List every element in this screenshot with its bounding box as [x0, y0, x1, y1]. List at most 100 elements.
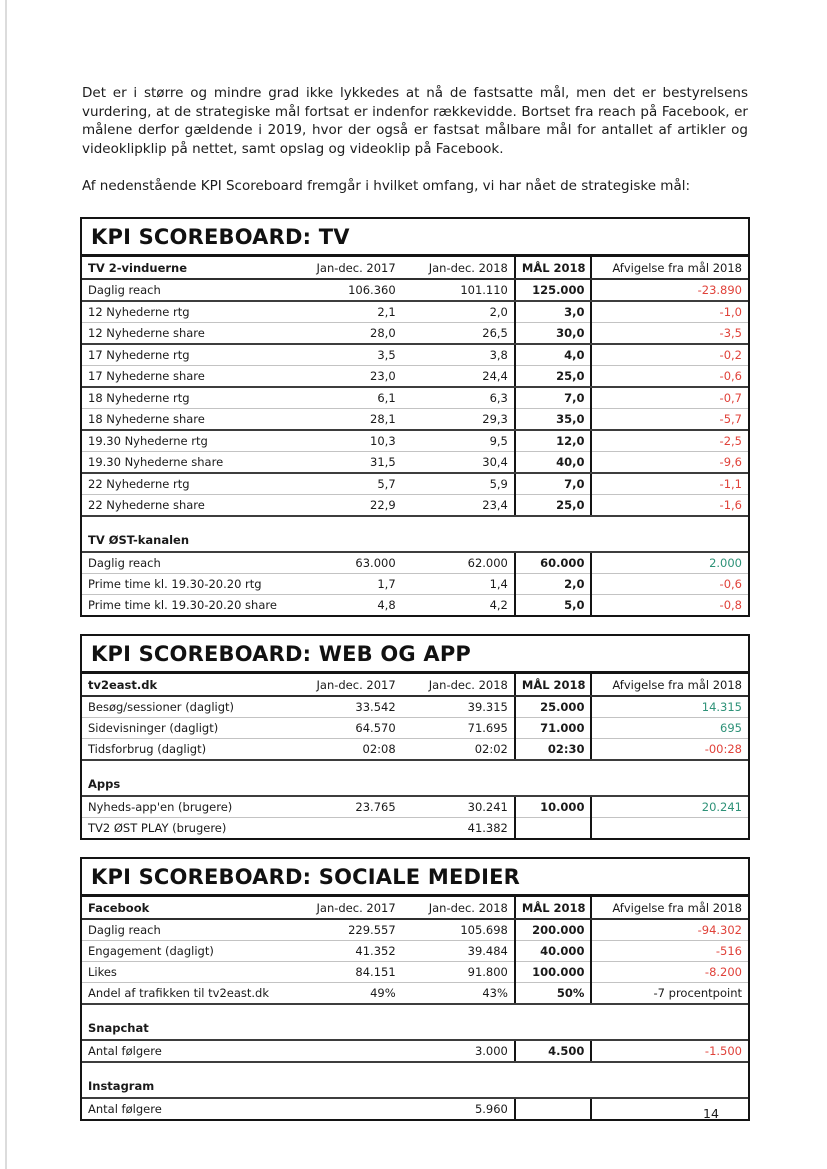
section-subhead-row: TV ØST-kanalen	[82, 528, 748, 553]
row-label: Besøg/sessioner (dagligt)	[82, 695, 302, 718]
table-row: 18 Nyhederne rtg 6,1 6,3 7,0 -0,7	[82, 386, 748, 409]
table-row: 22 Nyhederne share 22,9 23,4 25,0 -1,6	[82, 494, 748, 517]
deviation-value: -1,1	[591, 472, 748, 495]
value-2017: 229.557	[301, 918, 402, 941]
row-label: Andel af trafikken til tv2east.dk	[82, 982, 302, 1005]
deviation-value: -1.500	[591, 1039, 748, 1063]
table-row: 12 Nyhederne rtg 2,1 2,0 3,0 -1,0	[82, 300, 748, 323]
goal-value: 12,0	[513, 429, 593, 452]
deviation-value	[591, 817, 748, 838]
spacer-row	[82, 516, 748, 529]
value-2018: 5,9	[401, 472, 515, 495]
value-2017: 5,7	[301, 472, 402, 495]
value-2018: 62.000	[401, 551, 515, 574]
table-row: Andel af trafikken til tv2east.dk 49% 43% 5…	[82, 982, 748, 1005]
row-label: 12 Nyhederne rtg	[82, 300, 302, 323]
table-row: Prime time kl. 19.30-20.20 share 4,8 4,2 5,…	[82, 594, 748, 615]
column-header-deviation: Afvigelse fra mål 2018	[591, 673, 748, 697]
deviation-value: 14.315	[591, 695, 748, 718]
row-label: Engagement (dagligt)	[82, 940, 302, 962]
row-label: Sidevisninger (dagligt)	[82, 717, 302, 739]
value-2017: 6,1	[301, 386, 402, 409]
value-2017: 10,3	[301, 429, 402, 452]
row-label: 12 Nyhederne share	[82, 322, 302, 345]
intro-paragraph: Det er i større og mindre grad ikke lykk…	[82, 85, 748, 157]
value-2017: 49%	[301, 982, 402, 1005]
goal-value: 25,0	[513, 494, 593, 517]
kpi-table-social-media: KPI SCOREBOARD: SOCIALE MEDIER Facebook …	[80, 856, 750, 1121]
column-header-deviation: Afvigelse fra mål 2018	[591, 896, 748, 920]
value-2018: 4,2	[489, 597, 508, 612]
deviation-value: -516	[591, 940, 748, 962]
table-row: 17 Nyhederne rtg 3,5 3,8 4,0 -0,2	[82, 343, 748, 366]
goal-value: 50%	[513, 982, 593, 1005]
section-subhead: TV ØST-kanalen	[82, 528, 748, 553]
deviation-value: -0,8	[719, 597, 742, 612]
spacer-row	[82, 1062, 748, 1075]
deviation-value: -2,5	[591, 429, 748, 452]
goal-value: 35,0	[513, 408, 593, 431]
deviation-value: -23.890	[591, 278, 748, 302]
deviation-value: -94.302	[591, 918, 748, 941]
row-label: Prime time kl. 19.30-20.20 share	[88, 597, 277, 612]
value-2017: 23.765	[301, 795, 402, 818]
deviation-value: -0,6	[591, 573, 748, 595]
deviation-value: 695	[591, 717, 748, 739]
row-label: Tidsforbrug (dagligt)	[82, 738, 302, 761]
column-header-2017: Jan-dec. 2017	[301, 673, 402, 697]
row-label: Nyheds-app'en (brugere)	[82, 795, 302, 818]
row-label: Antal følgere	[82, 1039, 302, 1063]
value-2018: 30,4	[401, 451, 515, 474]
deviation-value: 2.000	[591, 551, 748, 574]
row-label: 17 Nyhederne share	[82, 365, 302, 388]
value-2017: 84.151	[301, 961, 402, 983]
table-row: Tidsforbrug (dagligt) 02:08 02:02 02:30 -00:…	[82, 738, 748, 761]
spacer-cell	[82, 516, 748, 529]
column-header-2018: Jan-dec. 2018	[401, 256, 515, 280]
deviation-value: -0,2	[591, 343, 748, 366]
table-title: KPI SCOREBOARD: WEB OG APP	[82, 636, 748, 674]
goal-value	[513, 1097, 593, 1119]
table-row: TV2 ØST PLAY (brugere) 41.382	[82, 817, 748, 838]
kpi-table-tv: KPI SCOREBOARD: TV TV 2-vinduerne Jan-de…	[80, 216, 750, 617]
value-2017: 106.360	[301, 278, 402, 302]
column-header-row: TV 2-vinduerne Jan-dec. 2017 Jan-dec. 20…	[82, 256, 748, 280]
group-label: tv2east.dk	[82, 673, 302, 697]
goal-value: 7,0	[513, 386, 593, 409]
goal-value: 71.000	[513, 717, 593, 739]
column-header-2017: Jan-dec. 2017	[301, 896, 402, 920]
value-2018: 3.000	[401, 1039, 515, 1063]
kpi-table: TV 2-vinduerne Jan-dec. 2017 Jan-dec. 20…	[82, 256, 748, 615]
value-2018: 41.382	[467, 820, 508, 835]
column-header-2018: Jan-dec. 2018	[401, 673, 515, 697]
value-2018: 39.315	[401, 695, 515, 718]
column-header-2018: Jan-dec. 2018	[401, 896, 515, 920]
table-row: Daglig reach 63.000 62.000 60.000 2.000	[82, 551, 748, 574]
value-2018: 6,3	[401, 386, 515, 409]
row-label: Antal følgere	[88, 1101, 162, 1116]
section-subhead: Instagram	[82, 1074, 748, 1099]
value-2018: 24,4	[401, 365, 515, 388]
row-label: Daglig reach	[82, 278, 302, 302]
deviation-value: -0,7	[591, 386, 748, 409]
goal-value: 30,0	[513, 322, 593, 345]
value-2017: 28,0	[301, 322, 402, 345]
value-2017	[302, 817, 402, 838]
row-label: 18 Nyhederne share	[82, 408, 302, 431]
table-row: Daglig reach 106.360 101.110 125.000 -23.890	[82, 278, 748, 302]
kpi-table: Facebook Jan-dec. 2017 Jan-dec. 2018 MÅL…	[82, 896, 748, 1119]
deviation-value	[591, 1098, 748, 1119]
row-label: 22 Nyhederne share	[82, 494, 302, 517]
value-2018: 2,0	[401, 300, 515, 323]
table-row: 12 Nyhederne share 28,0 26,5 30,0 -3,5	[82, 322, 748, 345]
group-label: TV 2-vinduerne	[82, 256, 302, 280]
value-2018: 43%	[401, 982, 515, 1005]
goal-value: 10.000	[513, 795, 593, 818]
value-2018: 02:02	[401, 738, 515, 761]
row-label: TV2 ØST PLAY (brugere)	[88, 820, 227, 835]
column-header-goal: MÅL 2018	[513, 896, 593, 920]
value-2017: 4,8	[377, 597, 396, 612]
table-title: KPI SCOREBOARD: TV	[82, 219, 748, 257]
value-2018: 23,4	[401, 494, 515, 517]
value-2018: 30.241	[401, 795, 515, 818]
